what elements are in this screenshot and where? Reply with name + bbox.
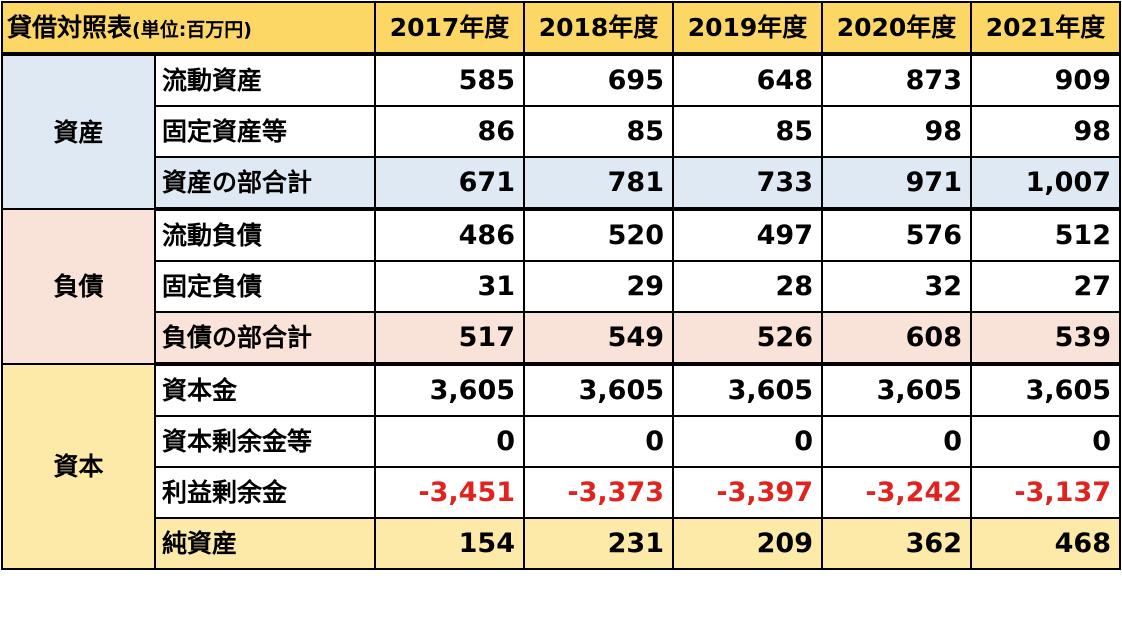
value-cell: 1,007 bbox=[970, 156, 1122, 211]
value-cell: 0 bbox=[821, 415, 973, 468]
value-cell-negative: -3,397 bbox=[672, 466, 824, 519]
value-cell: 695 bbox=[523, 53, 675, 107]
section-label-assets: 資産 bbox=[1, 53, 156, 210]
row-label: 固定資産等 bbox=[153, 105, 377, 158]
row-label: 純資産 bbox=[153, 517, 377, 570]
table-row-retained-earnings: 利益剰余金 -3,451 -3,373 -3,397 -3,242 -3,137 bbox=[2, 466, 1122, 519]
year-header: 2021年度 bbox=[970, 1, 1122, 56]
value-cell: 0 bbox=[523, 415, 675, 468]
value-cell: 873 bbox=[821, 53, 973, 107]
value-cell: 98 bbox=[970, 105, 1122, 158]
value-cell: 520 bbox=[523, 208, 675, 262]
year-header: 2017年度 bbox=[374, 1, 526, 56]
value-cell: 3,605 bbox=[523, 363, 675, 417]
balance-sheet-table: 貸借対照表(単位:百万円) 2017年度 2018年度 2019年度 2020年… bbox=[0, 1, 1122, 570]
value-cell: 3,605 bbox=[821, 363, 973, 417]
row-label: 固定負債 bbox=[153, 260, 377, 313]
value-cell: 86 bbox=[374, 105, 526, 158]
value-cell: 3,605 bbox=[672, 363, 824, 417]
table-row-fixed-assets: 固定資産等 86 85 85 98 98 bbox=[2, 105, 1122, 158]
value-cell-negative: -3,242 bbox=[821, 466, 973, 519]
value-cell: 517 bbox=[374, 311, 526, 366]
row-label: 流動資産 bbox=[153, 53, 377, 107]
value-cell: 362 bbox=[821, 517, 973, 570]
section-label-liabilities: 負債 bbox=[1, 208, 156, 365]
value-cell: 526 bbox=[672, 311, 824, 366]
value-cell: 209 bbox=[672, 517, 824, 570]
value-cell: 27 bbox=[970, 260, 1122, 313]
table-row-assets-total: 資産の部合計 671 781 733 971 1,007 bbox=[2, 156, 1122, 211]
table-row-capital: 資本 資本金 3,605 3,605 3,605 3,605 3,605 bbox=[1, 363, 1122, 570]
row-label: 利益剰余金 bbox=[153, 466, 377, 519]
value-cell: 0 bbox=[672, 415, 824, 468]
table-row-liabilities-total: 負債の部合計 517 549 526 608 539 bbox=[2, 311, 1122, 366]
value-cell: 31 bbox=[374, 260, 526, 313]
value-cell: 3,605 bbox=[970, 363, 1122, 417]
value-cell: 154 bbox=[374, 517, 526, 570]
table-row-net-assets: 純資産 154 231 209 362 468 bbox=[2, 517, 1122, 570]
year-header: 2018年度 bbox=[523, 1, 675, 56]
table-title: 貸借対照表 bbox=[7, 13, 133, 42]
value-cell: 468 bbox=[970, 517, 1122, 570]
value-cell: 512 bbox=[970, 208, 1122, 262]
value-cell: 608 bbox=[821, 311, 973, 366]
value-cell: 28 bbox=[672, 260, 824, 313]
table-row-fixed-liabilities: 固定負債 31 29 28 32 27 bbox=[2, 260, 1122, 313]
year-header: 2019年度 bbox=[672, 1, 824, 56]
header-row: 貸借対照表(単位:百万円) 2017年度 2018年度 2019年度 2020年… bbox=[0, 1, 1122, 56]
row-label: 資産の部合計 bbox=[153, 156, 377, 211]
value-cell-negative: -3,137 bbox=[970, 466, 1122, 519]
value-cell: 497 bbox=[672, 208, 824, 262]
value-cell: 648 bbox=[672, 53, 824, 107]
year-header: 2020年度 bbox=[821, 1, 973, 56]
value-cell: 231 bbox=[523, 517, 675, 570]
value-cell: 539 bbox=[970, 311, 1122, 366]
row-label: 流動負債 bbox=[153, 208, 377, 262]
value-cell: 585 bbox=[374, 53, 526, 107]
value-cell: 733 bbox=[672, 156, 824, 211]
value-cell: 909 bbox=[970, 53, 1122, 107]
table-row-current-liabilities: 負債 流動負債 486 520 497 576 512 bbox=[1, 208, 1122, 365]
table-row-current-assets: 資産 流動資産 585 695 648 873 909 bbox=[1, 53, 1122, 210]
value-cell: 486 bbox=[374, 208, 526, 262]
value-cell: 29 bbox=[523, 260, 675, 313]
value-cell: 0 bbox=[374, 415, 526, 468]
value-cell: 98 bbox=[821, 105, 973, 158]
value-cell: 32 bbox=[821, 260, 973, 313]
value-cell: 0 bbox=[970, 415, 1122, 468]
value-cell: 576 bbox=[821, 208, 973, 262]
value-cell: 549 bbox=[523, 311, 675, 366]
table-row-capital-surplus: 資本剰余金等 0 0 0 0 0 bbox=[2, 415, 1122, 468]
value-cell: 85 bbox=[523, 105, 675, 158]
value-cell-negative: -3,451 bbox=[374, 466, 526, 519]
value-cell-negative: -3,373 bbox=[523, 466, 675, 519]
value-cell: 3,605 bbox=[374, 363, 526, 417]
section-label-equity: 資本 bbox=[1, 363, 156, 570]
row-label: 資本金 bbox=[153, 363, 377, 417]
value-cell: 781 bbox=[523, 156, 675, 211]
unit-label: (単位:百万円) bbox=[132, 19, 252, 41]
row-label: 負債の部合計 bbox=[153, 311, 377, 366]
value-cell: 971 bbox=[821, 156, 973, 211]
value-cell: 85 bbox=[672, 105, 824, 158]
row-label: 資本剰余金等 bbox=[153, 415, 377, 468]
value-cell: 671 bbox=[374, 156, 526, 211]
table-title-cell: 貸借対照表(単位:百万円) bbox=[0, 1, 377, 56]
